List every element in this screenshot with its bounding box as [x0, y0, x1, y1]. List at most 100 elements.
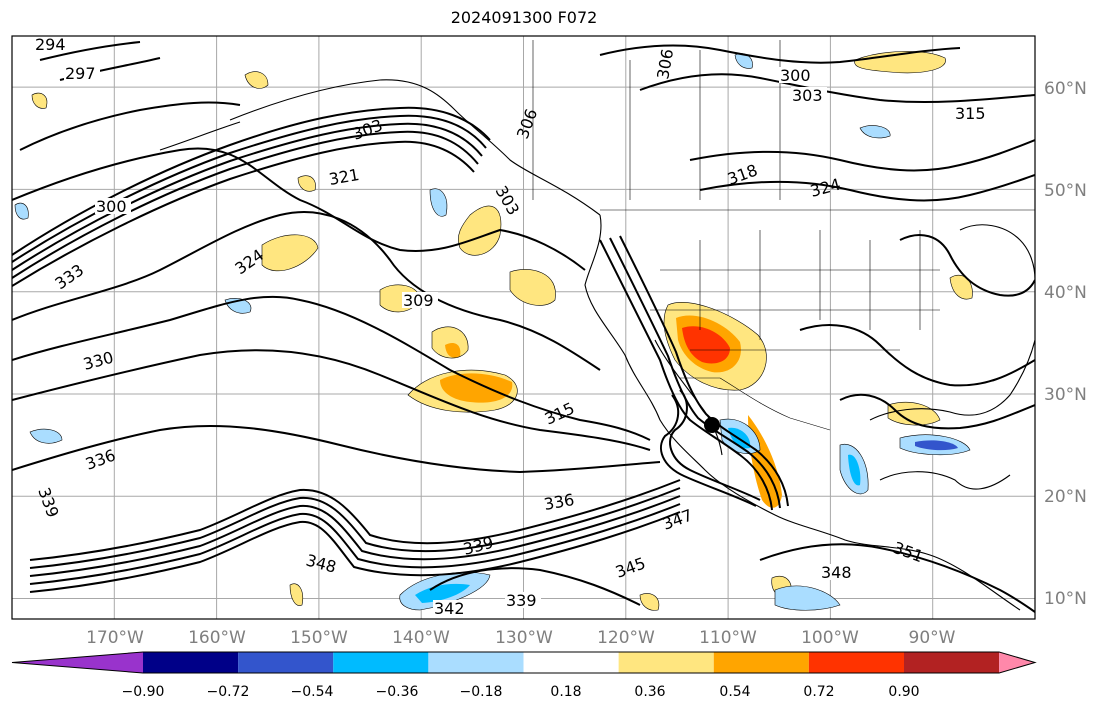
shading-positive — [887, 402, 941, 426]
lat-tick-label: 20°N — [1044, 487, 1087, 507]
colorbar-tick-label: 0.72 — [803, 684, 834, 700]
contour-label: 309 — [403, 291, 434, 310]
colorbar-tick-label: 0.18 — [550, 684, 581, 700]
contour-line — [29, 503, 681, 585]
contour-line — [669, 389, 761, 501]
shading-positive-very-strong — [682, 326, 730, 364]
contours — [12, 41, 1035, 613]
shading-negative — [859, 125, 891, 139]
lon-tick-label: 90°W — [909, 628, 956, 648]
shading-positive — [949, 274, 973, 300]
colorbar-swatch — [523, 652, 619, 673]
colorbar-tick-label: −0.72 — [207, 684, 250, 700]
shading-positive — [244, 71, 269, 89]
colorbar-swatch — [618, 652, 714, 673]
contour-line — [839, 393, 1035, 430]
shading-positive — [458, 205, 502, 256]
colorbar-tick-label: −0.18 — [460, 684, 503, 700]
lat-tick-label: 10°N — [1044, 589, 1087, 609]
contour-line — [12, 424, 661, 474]
lon-tick-label: 130°W — [495, 628, 553, 648]
shading-negative — [774, 585, 841, 611]
shading-positive — [289, 583, 303, 606]
shading-negative-strong — [415, 583, 470, 603]
lon-tick-label: 150°W — [290, 628, 348, 648]
map-title: 2024091300 F072 — [450, 8, 598, 27]
colorbar-swatch — [333, 652, 429, 673]
contour-line — [29, 495, 681, 577]
contour-label: 300 — [780, 66, 811, 85]
yucatan-coast — [879, 471, 1011, 490]
contour-line — [12, 140, 475, 287]
colorbar-tick-label: −0.90 — [122, 684, 165, 700]
colorbar-tick-label: −0.36 — [376, 684, 419, 700]
shading-negative — [14, 202, 29, 220]
contour-label: 294 — [35, 35, 66, 54]
contour-line — [12, 147, 586, 271]
contour-line — [19, 101, 241, 151]
contour-line — [12, 349, 651, 451]
shading-positive — [297, 175, 316, 192]
contour-line — [689, 139, 1035, 172]
state-borders — [699, 230, 921, 340]
shading-negative-very-strong — [915, 440, 958, 451]
colorbar-swatch — [904, 652, 1000, 673]
contour-line — [429, 567, 641, 606]
coastlines — [159, 79, 1035, 611]
aleutian-coast — [159, 121, 241, 151]
contour-label: 315 — [955, 104, 986, 123]
colorbar-extend-min — [12, 652, 143, 673]
shading-positive — [639, 593, 660, 611]
gulf-coast — [869, 339, 1035, 421]
shading-positive-strong — [440, 373, 513, 403]
lat-tick-labels: 60°N 50°N 40°N 30°N 20°N 10°N — [1044, 79, 1087, 609]
shading-positive — [261, 234, 319, 272]
contour-line — [609, 237, 781, 509]
colorbar-swatch — [238, 652, 334, 673]
contour-line — [29, 511, 681, 593]
colorbar-tick-label: 0.90 — [888, 684, 919, 700]
us-mexico-border — [680, 377, 831, 431]
contour-line — [12, 122, 483, 271]
lon-tick-label: 120°W — [597, 628, 655, 648]
map-frame — [11, 35, 1036, 620]
lon-tick-labels: 170°W 160°W 150°W 140°W 130°W 120°W 110°… — [86, 628, 956, 648]
colorbar-tick-label: −0.54 — [291, 684, 334, 700]
lon-tick-label: 140°W — [392, 628, 450, 648]
contour-line — [799, 324, 1035, 387]
colorbar-extend-max — [999, 652, 1035, 673]
contour-label: 297 — [65, 64, 96, 83]
shading-positive — [31, 92, 48, 109]
contour-line — [39, 41, 141, 61]
lon-tick-label: 160°W — [188, 628, 246, 648]
alaska-coast — [229, 79, 601, 216]
colorbar — [11, 651, 1037, 674]
colorbar-labels: −0.90 −0.72 −0.54 −0.36 −0.18 0.18 0.36 … — [122, 684, 920, 700]
west-coast — [584, 214, 1021, 611]
contour-line — [619, 235, 789, 507]
shading-positive — [509, 269, 556, 306]
colorbar-swatch — [143, 652, 239, 673]
shading-negative — [29, 428, 63, 444]
contour-label: 348 — [821, 563, 852, 582]
lat-tick-label: 40°N — [1044, 283, 1087, 303]
contour-label: 300 — [96, 197, 127, 216]
contour-line — [29, 479, 681, 561]
shading-negative-strong — [848, 454, 861, 486]
lon-tick-label: 170°W — [86, 628, 144, 648]
contour-line — [699, 174, 1035, 202]
state-borders-h — [650, 269, 940, 351]
shading-negative — [429, 188, 448, 217]
contour-line — [12, 211, 601, 371]
shading-positive-strong — [445, 343, 461, 358]
contour-line — [660, 394, 757, 507]
contour-label: 303 — [792, 86, 823, 105]
lat-tick-label: 30°N — [1044, 385, 1087, 405]
lon-tick-label: 100°W — [801, 628, 859, 648]
lat-tick-label: 50°N — [1044, 181, 1087, 201]
contour-center — [704, 417, 720, 433]
lon-tick-label: 110°W — [699, 628, 757, 648]
lat-tick-label: 60°N — [1044, 79, 1087, 99]
colorbar-tick-label: 0.36 — [634, 684, 665, 700]
